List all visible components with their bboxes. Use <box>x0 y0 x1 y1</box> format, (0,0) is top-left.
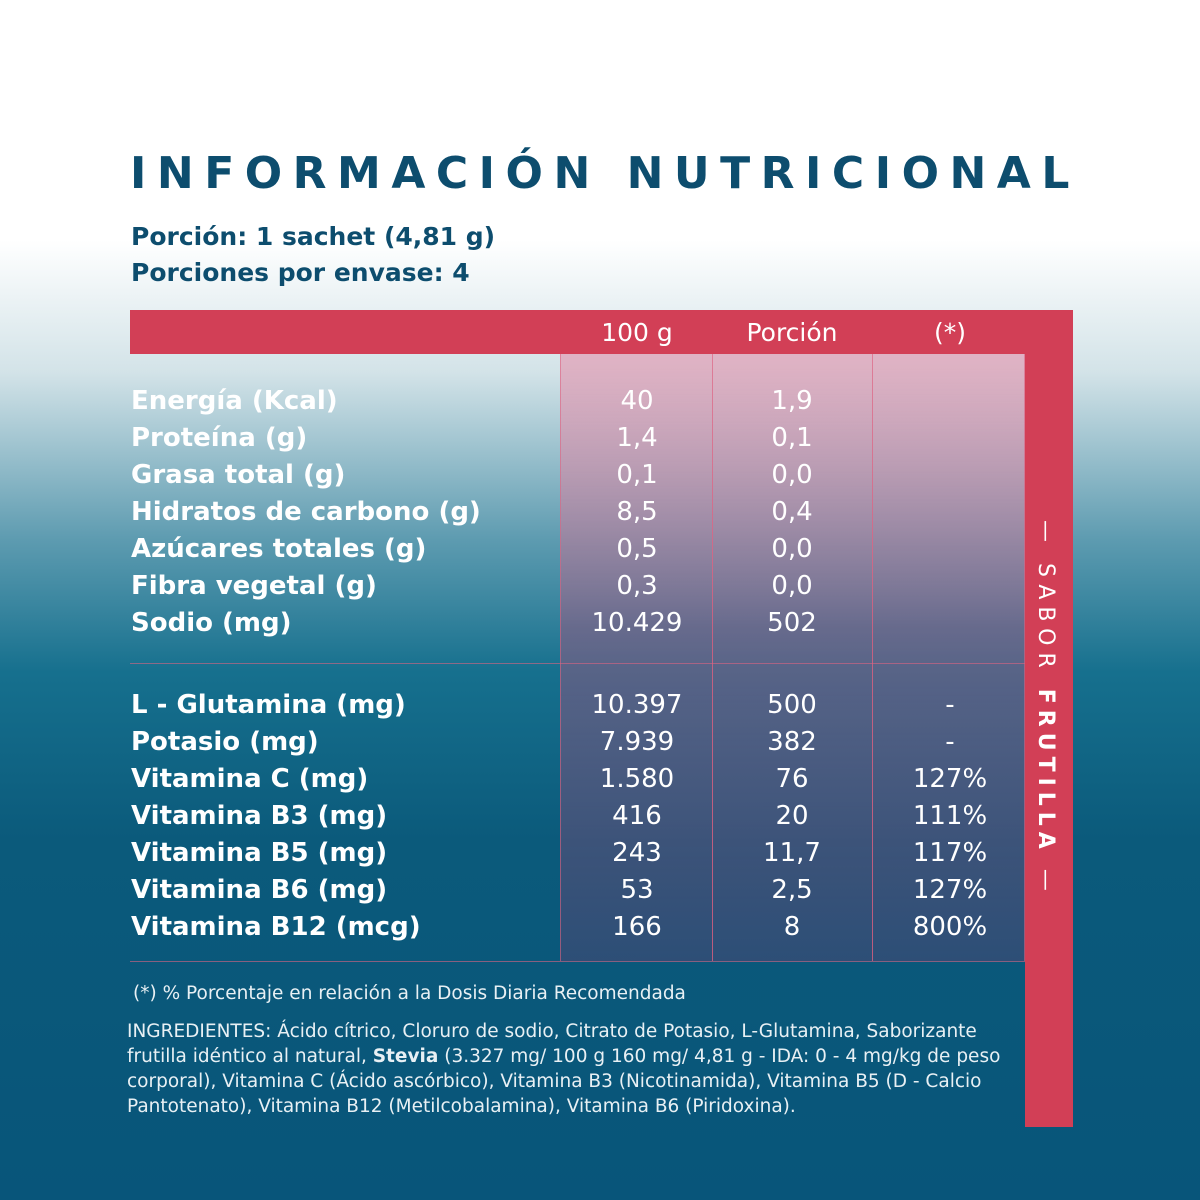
cell-value: - <box>945 727 955 757</box>
cell-value: 0,0 <box>771 571 813 601</box>
cell-value: 11,7 <box>763 838 821 868</box>
cell-value: 127% <box>912 875 988 905</box>
title: INFORMACIÓN NUTRICIONAL <box>130 148 1080 199</box>
column-shade <box>872 354 1025 961</box>
ingredients: INGREDIENTES: Ácido cítrico, Cloruro de … <box>127 1019 1022 1119</box>
cell-value: 1.580 <box>599 764 675 794</box>
ingredients-text: (3.327 mg/ 100 g 160 mg/ 4,81 g - IDA: 0… <box>127 1046 1001 1117</box>
cell-value: - <box>945 690 955 720</box>
row-label: Azúcares totales (g) <box>131 534 427 564</box>
divider <box>130 961 1025 962</box>
cell-value: 40 <box>620 386 654 416</box>
divider <box>130 663 1025 664</box>
cell-value: 0,5 <box>616 534 658 564</box>
cell-value: 0,1 <box>771 423 813 453</box>
cell-value: 0,3 <box>616 571 658 601</box>
row-label: Potasio (mg) <box>131 727 319 757</box>
cell-value: 10.429 <box>591 608 683 638</box>
cell-value: 1,9 <box>771 386 813 416</box>
column-header: (*) <box>933 318 966 347</box>
cell-value: 76 <box>775 764 809 794</box>
cell-value: 382 <box>767 727 817 757</box>
cell-value: 1,4 <box>616 423 658 453</box>
row-label: L - Glutamina (mg) <box>131 690 406 720</box>
cell-value: 7.939 <box>599 727 675 757</box>
servings-per-pack: Porciones por envase: 4 <box>131 258 470 287</box>
row-label: Vitamina B12 (mcg) <box>131 912 421 942</box>
cell-value: 117% <box>912 838 988 868</box>
row-label: Vitamina B5 (mg) <box>131 838 388 868</box>
cell-value: 243 <box>612 838 662 868</box>
row-label: Vitamina B3 (mg) <box>131 801 388 831</box>
serving: Porción: 1 sachet (4,81 g) <box>131 222 496 251</box>
column-header: 100 g <box>601 318 673 347</box>
cell-value: 500 <box>767 690 817 720</box>
side-strip <box>1025 310 1073 1127</box>
cell-value: 10.397 <box>591 690 683 720</box>
cell-value: 800% <box>912 912 988 942</box>
cell-value: 53 <box>620 875 654 905</box>
header-band <box>130 310 1073 354</box>
cell-value: 166 <box>612 912 662 942</box>
row-label: Sodio (mg) <box>131 608 292 638</box>
cell-value: 2,5 <box>771 875 813 905</box>
column-header: Porción <box>746 318 838 347</box>
column-shade <box>712 354 873 961</box>
cell-value: 0,1 <box>616 460 658 490</box>
ingredients-bold: Stevia <box>372 1046 439 1067</box>
column-shade <box>560 354 713 961</box>
row-label: Energía (Kcal) <box>131 386 338 416</box>
cell-value: 20 <box>775 801 809 831</box>
row-label: Vitamina C (mg) <box>131 764 369 794</box>
cell-value: 0,0 <box>771 460 813 490</box>
row-label: Vitamina B6 (mg) <box>131 875 388 905</box>
row-label: Hidratos de carbono (g) <box>131 497 481 527</box>
cell-value: 502 <box>767 608 817 638</box>
cell-value: 127% <box>912 764 988 794</box>
row-label: Proteína (g) <box>131 423 308 453</box>
cell-value: 0,4 <box>771 497 813 527</box>
flavor-label: — SABOR FRUTILLA — <box>1033 520 1058 898</box>
footnote: (*) % Porcentaje en relación a la Dosis … <box>133 983 686 1004</box>
row-label: Fibra vegetal (g) <box>131 571 377 601</box>
cell-value: 416 <box>612 801 662 831</box>
cell-value: 0,0 <box>771 534 813 564</box>
cell-value: 111% <box>912 801 988 831</box>
cell-value: 8,5 <box>616 497 658 527</box>
row-label: Grasa total (g) <box>131 460 346 490</box>
flavor-prefix: SABOR <box>1033 563 1058 675</box>
cell-value: 8 <box>783 912 801 942</box>
ingredients-text: INGREDIENTES: Ácido cítrico, Cloruro de … <box>127 1021 977 1067</box>
flavor-name: FRUTILLA <box>1033 688 1058 855</box>
